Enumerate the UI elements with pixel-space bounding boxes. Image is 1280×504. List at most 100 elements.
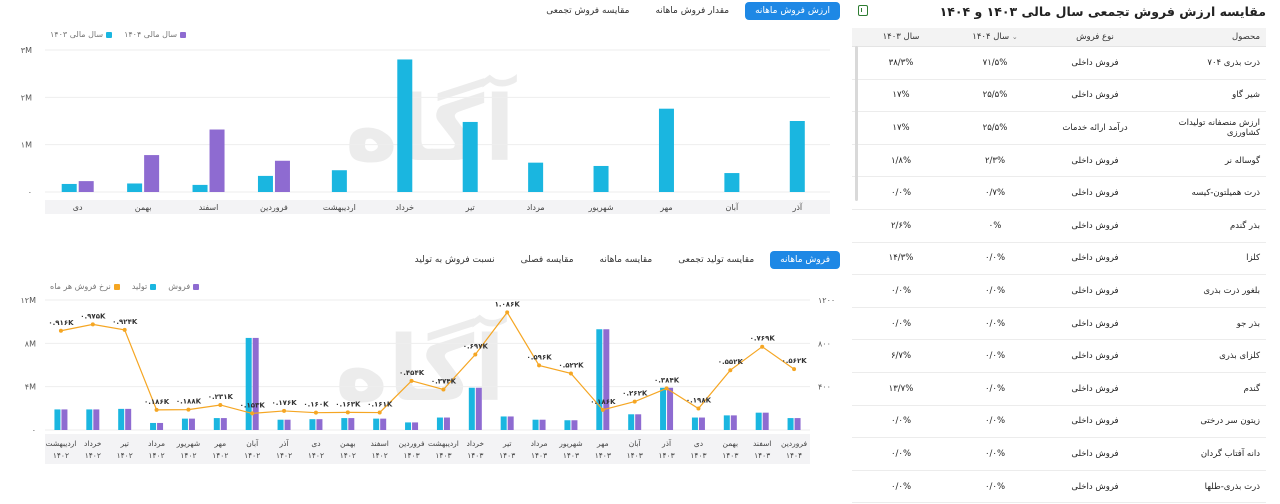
bar-sales[interactable] — [412, 422, 419, 430]
rate-point[interactable] — [186, 407, 191, 412]
tab-monthly-sales[interactable]: فروش ماهانه — [770, 251, 840, 269]
bar-production[interactable] — [373, 418, 380, 430]
bar-1403[interactable] — [528, 162, 544, 192]
rate-point[interactable] — [313, 410, 318, 415]
bar-production[interactable] — [755, 412, 762, 430]
bar-production[interactable] — [181, 418, 188, 430]
rate-point[interactable] — [282, 408, 287, 413]
bar-production[interactable] — [628, 414, 635, 430]
sort-chevron-icon[interactable]: ⌄ — [1011, 33, 1018, 41]
legend-item-1403[interactable]: سال مالی ۱۴۰۳ — [50, 30, 113, 39]
rate-point[interactable] — [792, 367, 797, 372]
table-row[interactable]: کلزای بذری فروش داخلی ۰/۰% ۶/۷% — [852, 340, 1266, 373]
bar-1403[interactable] — [127, 183, 143, 192]
bar-production[interactable] — [596, 329, 603, 430]
tab-monthly-sales-quantity[interactable]: مقدار فروش ماهانه — [655, 6, 730, 16]
tab-sales-to-production[interactable]: نسبت فروش به تولید — [414, 255, 495, 265]
table-row[interactable]: بلغور ذرت بذری فروش داخلی ۰/۰% ۰/۰% — [852, 275, 1266, 308]
bar-production[interactable] — [118, 408, 125, 430]
bar-sales[interactable] — [316, 419, 323, 430]
rate-point[interactable] — [568, 371, 573, 376]
bar-production[interactable] — [436, 417, 443, 430]
tab-cumulative-production[interactable]: مقایسه تولید تجمعی — [678, 255, 755, 265]
bar-production[interactable] — [277, 419, 284, 430]
bar-sales[interactable] — [443, 417, 450, 430]
rate-point[interactable] — [696, 406, 701, 411]
bar-production[interactable] — [213, 418, 220, 430]
legend-item-sales[interactable]: فروش — [168, 282, 200, 291]
table-scrollbar[interactable] — [855, 46, 858, 201]
bar-sales[interactable] — [603, 329, 610, 430]
bar-1403[interactable] — [192, 184, 208, 192]
rate-point[interactable] — [122, 327, 127, 332]
bar-sales[interactable] — [348, 418, 355, 430]
rate-point[interactable] — [377, 410, 382, 415]
bar-sales[interactable] — [157, 422, 164, 430]
header-year-1404[interactable]: سال ۱۴۰۴ ⌄ — [950, 32, 1040, 42]
tab-monthly-sales-value[interactable]: ارزش فروش ماهانه — [745, 2, 840, 20]
bar-sales[interactable] — [380, 418, 387, 430]
bar-production[interactable] — [564, 420, 571, 430]
bar-sales[interactable] — [284, 419, 291, 430]
bar-1404[interactable] — [274, 160, 290, 192]
rate-point[interactable] — [345, 410, 350, 415]
bar-1403[interactable] — [397, 59, 413, 192]
bar-production[interactable] — [691, 417, 698, 430]
bar-1404[interactable] — [78, 181, 94, 192]
bar-production[interactable] — [787, 418, 794, 430]
table-row[interactable]: شیر گاو فروش داخلی ۲۵/۵% ۱۷% — [852, 80, 1266, 113]
rate-point[interactable] — [728, 368, 733, 373]
bar-1403[interactable] — [462, 121, 478, 192]
bar-1403[interactable] — [257, 175, 273, 192]
bar-production[interactable] — [660, 387, 667, 430]
bar-production[interactable] — [341, 418, 348, 430]
bar-production[interactable] — [500, 416, 507, 430]
bar-production[interactable] — [309, 419, 316, 430]
bar-sales[interactable] — [61, 409, 68, 430]
rate-point[interactable] — [58, 328, 63, 333]
bar-sales[interactable] — [125, 408, 132, 430]
table-row[interactable]: دانه آفتاب گردان فروش داخلی ۰/۰% ۰/۰% — [852, 438, 1266, 471]
rate-point[interactable] — [632, 399, 637, 404]
bar-sales[interactable] — [730, 415, 737, 430]
bar-sales[interactable] — [475, 387, 482, 430]
bar-sales[interactable] — [252, 337, 259, 430]
tab-seasonal-compare[interactable]: مقایسه فصلی — [520, 255, 574, 265]
table-row[interactable]: ذرت همیلتون-کیسه فروش داخلی ۰/۷% ۰/۰% — [852, 177, 1266, 210]
bar-sales[interactable] — [635, 414, 642, 430]
excel-export-icon[interactable] — [858, 5, 868, 16]
bar-1403[interactable] — [789, 121, 805, 192]
rate-point[interactable] — [409, 378, 414, 383]
legend-item-1404[interactable]: سال مالی ۱۴۰۴ — [124, 30, 187, 39]
bar-sales[interactable] — [220, 418, 227, 430]
table-row[interactable]: ارزش منصفانه تولیدات کشاورزی درآمد ارائه … — [852, 112, 1266, 145]
tab-cumulative-sales-compare[interactable]: مقایسه فروش تجمعی — [546, 6, 630, 16]
table-row[interactable]: ذرت بذری ۷۰۴ فروش داخلی ۷۱/۵% ۳۸/۳% — [852, 47, 1266, 80]
bar-sales[interactable] — [539, 419, 546, 430]
table-row[interactable]: بذر گندم فروش داخلی ۰% ۲/۶% — [852, 210, 1266, 243]
bar-sales[interactable] — [188, 418, 195, 430]
table-row[interactable]: بذر جو فروش داخلی ۰/۰% ۰/۰% — [852, 308, 1266, 341]
bar-1403[interactable] — [724, 173, 740, 192]
bar-production[interactable] — [150, 422, 157, 430]
bar-production[interactable] — [54, 409, 61, 430]
rate-point[interactable] — [505, 310, 510, 315]
rate-point[interactable] — [250, 411, 255, 416]
legend-item-production[interactable]: تولید — [132, 282, 157, 291]
table-row[interactable]: زیتون سر درختی فروش داخلی ۰/۰% ۰/۰% — [852, 406, 1266, 439]
rate-point[interactable] — [664, 386, 669, 391]
bar-production[interactable] — [532, 419, 539, 430]
rate-point[interactable] — [600, 407, 605, 412]
table-row[interactable]: کلزا فروش داخلی ۰/۰% ۱۴/۳% — [852, 243, 1266, 276]
bar-production[interactable] — [245, 337, 252, 430]
bar-production[interactable] — [468, 387, 475, 430]
table-row[interactable]: گوساله نر فروش داخلی ۲/۳% ۱/۸% — [852, 145, 1266, 178]
rate-point[interactable] — [90, 322, 95, 327]
tab-monthly-compare[interactable]: مقایسه ماهانه — [599, 255, 653, 265]
rate-point[interactable] — [537, 363, 542, 368]
bar-sales[interactable] — [507, 416, 514, 430]
bar-1404[interactable] — [209, 129, 225, 192]
bar-1403[interactable] — [61, 183, 77, 192]
rate-point[interactable] — [441, 387, 446, 392]
bar-production[interactable] — [405, 422, 412, 430]
